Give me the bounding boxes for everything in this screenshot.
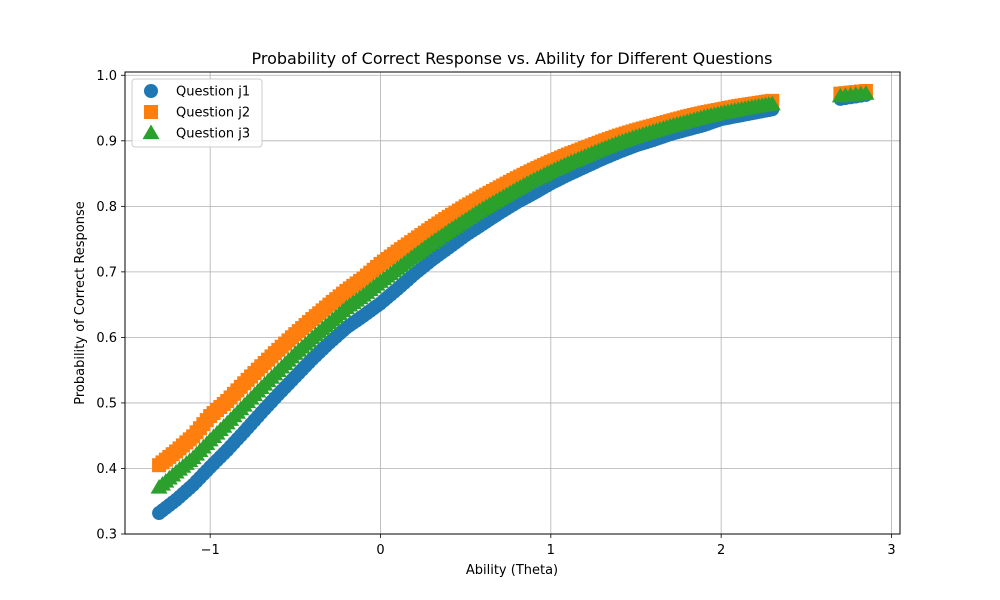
chart-title: Probability of Correct Response vs. Abil… (251, 49, 772, 68)
legend-box (131, 78, 263, 148)
x-tick-label: 0 (376, 543, 384, 558)
series-3 (150, 85, 875, 494)
x-tick-label: −1 (201, 543, 220, 558)
y-tick-label: 0.3 (96, 528, 117, 543)
y-tick-label: 1.0 (96, 69, 117, 84)
x-tick-label: 3 (887, 543, 895, 558)
legend-label: Question j2 (176, 106, 250, 121)
legend-marker (142, 124, 160, 140)
y-tick-label: 0.7 (96, 265, 117, 280)
x-axis-ticks: −1 0 1 2 3 (201, 534, 896, 558)
y-tick-label: 0.8 (96, 200, 117, 215)
x-tick-label: 1 (547, 543, 555, 558)
y-tick-label: 0.9 (96, 134, 117, 149)
x-axis-label: Ability (Theta) (466, 563, 558, 578)
data-point (857, 85, 875, 100)
legend-label: Question j1 (176, 85, 250, 100)
y-tick-label: 0.6 (96, 331, 117, 346)
y-axis-label: Probability of Correct Response (73, 201, 88, 405)
data-point (763, 95, 781, 111)
plot-area-frame (124, 71, 901, 535)
y-tick-label: 0.4 (96, 462, 117, 477)
legend-marker (144, 105, 158, 119)
x-tick-label: 2 (717, 543, 725, 558)
legend-marker (144, 84, 158, 98)
y-tick-label: 0.5 (96, 396, 117, 411)
data-points (150, 84, 875, 521)
legend-label: Question j3 (176, 127, 250, 142)
y-axis-ticks: 0.3 0.4 0.5 0.6 0.7 0.8 0.9 1.0 (96, 69, 125, 543)
legend: Question j1 Question j2 Question j3 (131, 78, 263, 148)
